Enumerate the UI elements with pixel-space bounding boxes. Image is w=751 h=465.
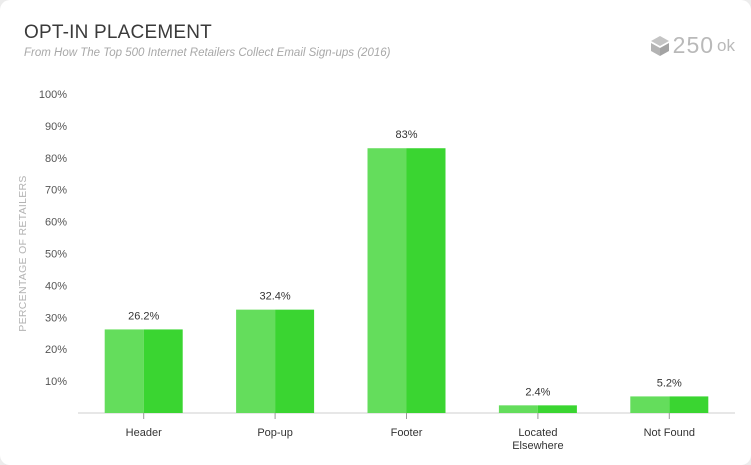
data-label: 5.2% [657,377,682,389]
x-category-label-line: Located [518,427,557,439]
chart-title: OPT-IN PLACEMENT [24,22,212,43]
bar-left-half [104,329,144,413]
x-category-label-line: Header [126,427,162,439]
bar-right-half [406,148,446,414]
y-tick-label: 90% [45,121,67,133]
bar-left-half [367,148,407,414]
y-tick-label: 50% [45,249,67,261]
bar-right-half [275,309,315,413]
y-tick-label: 100% [39,89,67,101]
x-category-label-line: Footer [391,427,423,439]
x-category-label: Located Elsewhere [512,427,563,452]
brand-suffix: ok [717,35,735,55]
x-category-label-line: Elsewhere [512,440,563,452]
y-tick-label: 40% [45,280,67,292]
x-category-label: Not Found [644,427,695,439]
brand-logo: 250 ok [650,32,735,59]
bar-right-half [669,396,709,413]
x-category-label: Pop-up [257,427,292,439]
cube-logo-icon [650,35,669,56]
y-tick-label: 60% [45,217,67,229]
bar-right-half [143,329,183,413]
chart-subtitle: From How The Top 500 Internet Retailers … [24,47,391,59]
bar-left-half [498,405,538,413]
y-tick-label: 80% [45,153,67,165]
x-category-label-line: Pop-up [257,427,292,439]
y-tick-label: 70% [45,185,67,197]
data-label: 26.2% [128,310,159,322]
x-category-label: Footer [391,427,423,439]
y-tick-label: 20% [45,344,67,356]
brand-number: 250 [672,32,715,58]
data-label: 2.4% [525,386,550,398]
x-category-label: Header [126,427,162,439]
y-axis-title: PERCENTAGE OF RETAILERS [17,175,29,331]
bar-left-half [630,396,670,413]
x-category-label-line: Not Found [644,427,695,439]
bar-left-half [236,309,276,413]
bar-right-half [537,405,577,413]
y-tick-label: 10% [45,376,67,388]
data-label: 32.4% [259,291,290,303]
data-label: 83% [395,129,417,141]
y-tick-label: 30% [45,312,67,324]
